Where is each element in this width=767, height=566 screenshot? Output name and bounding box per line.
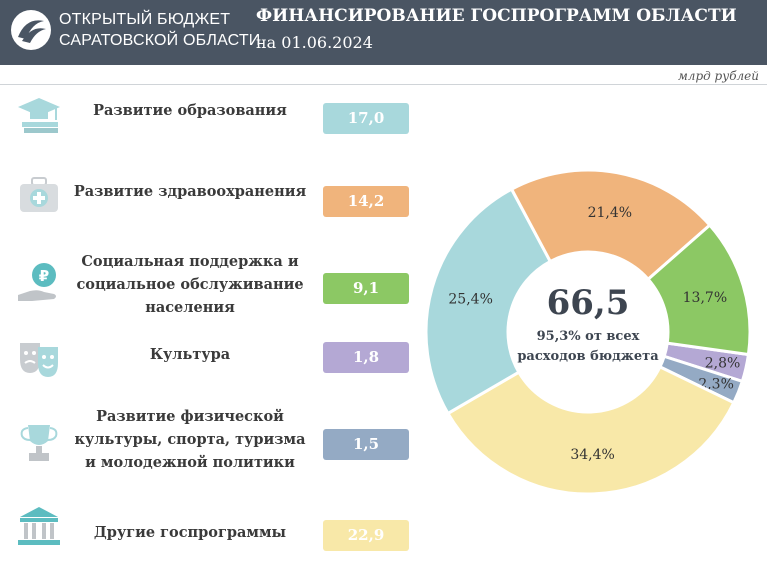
medical-kit-icon bbox=[20, 177, 58, 212]
category-label: Развитие физической культуры, спорта, ту… bbox=[74, 408, 306, 471]
category-value: 1,5 bbox=[323, 429, 409, 460]
svg-text:₽: ₽ bbox=[39, 267, 49, 285]
category-label: Развитие образования bbox=[93, 102, 287, 119]
category-value: 14,2 bbox=[323, 186, 409, 217]
category-label: Социальная поддержка и социальное обслуж… bbox=[76, 253, 304, 316]
total-caption-line2: расходов бюджета bbox=[517, 349, 659, 364]
category-label: Развитие здравоохранения bbox=[73, 183, 307, 200]
social-support-icon: ₽ bbox=[18, 263, 56, 301]
header-bar: ОТКРЫТЫЙ БЮДЖЕТ САРАТОВСКОЙ ОБЛАСТИ ФИНА… bbox=[0, 0, 767, 65]
category-label: Другие госпрограммы bbox=[93, 524, 287, 541]
category-row-healthcare: Развитие здравоохранения 14,2 bbox=[0, 172, 420, 222]
slice-percent-label: 25,4% bbox=[448, 292, 492, 308]
category-value: 22,9 bbox=[323, 520, 409, 551]
category-row-sport: Развитие физической культуры, спорта, ту… bbox=[0, 405, 420, 480]
unit-label: млрд рублей bbox=[677, 69, 759, 83]
category-row-social: ₽ Социальная поддержка и социальное обсл… bbox=[0, 247, 420, 322]
government-building-icon bbox=[18, 507, 60, 545]
category-value: 1,8 bbox=[323, 342, 409, 373]
education-icon bbox=[18, 98, 60, 133]
org-name-line1: ОТКРЫТЫЙ БЮДЖЕТ bbox=[59, 11, 231, 28]
org-name-line2: САРАТОВСКОЙ ОБЛАСТИ bbox=[59, 32, 261, 49]
donut-slice bbox=[646, 223, 752, 357]
donut-slice bbox=[424, 187, 553, 416]
slice-percent-label: 13,7% bbox=[683, 290, 727, 306]
category-value: 9,1 bbox=[323, 273, 409, 304]
total-caption: 95,3% от всех расходов бюджета bbox=[508, 327, 668, 367]
category-label: Культура bbox=[149, 346, 231, 363]
slice-percent-label: 2,8% bbox=[705, 356, 741, 372]
donut-slice bbox=[509, 168, 712, 282]
slice-percent-label: 34,4% bbox=[570, 447, 614, 463]
trophy-icon bbox=[20, 425, 58, 461]
theater-masks-icon bbox=[20, 343, 58, 377]
total-caption-line1: 95,3% от всех bbox=[536, 329, 640, 344]
category-row-culture: Культура 1,8 bbox=[0, 335, 420, 385]
category-value: 17,0 bbox=[323, 103, 409, 134]
page-date: на 01.06.2024 bbox=[256, 33, 373, 52]
total-value: 66,5 bbox=[546, 283, 630, 323]
org-name: ОТКРЫТЫЙ БЮДЖЕТ САРАТОВСКОЙ ОБЛАСТИ bbox=[59, 9, 261, 51]
page-title: ФИНАНСИРОВАНИЕ ГОСПРОГРАММ ОБЛАСТИ bbox=[256, 6, 737, 26]
donut-slice bbox=[445, 364, 736, 496]
category-row-other: Другие госпрограммы 22,9 bbox=[0, 505, 420, 555]
slice-percent-label: 21,4% bbox=[588, 205, 632, 221]
category-row-education: Развитие образования 17,0 bbox=[0, 90, 420, 140]
donut-chart: 2,8%2,3%34,4%25,4%21,4%13,7% bbox=[424, 168, 752, 496]
divider bbox=[0, 84, 767, 85]
logo-icon bbox=[11, 10, 51, 50]
